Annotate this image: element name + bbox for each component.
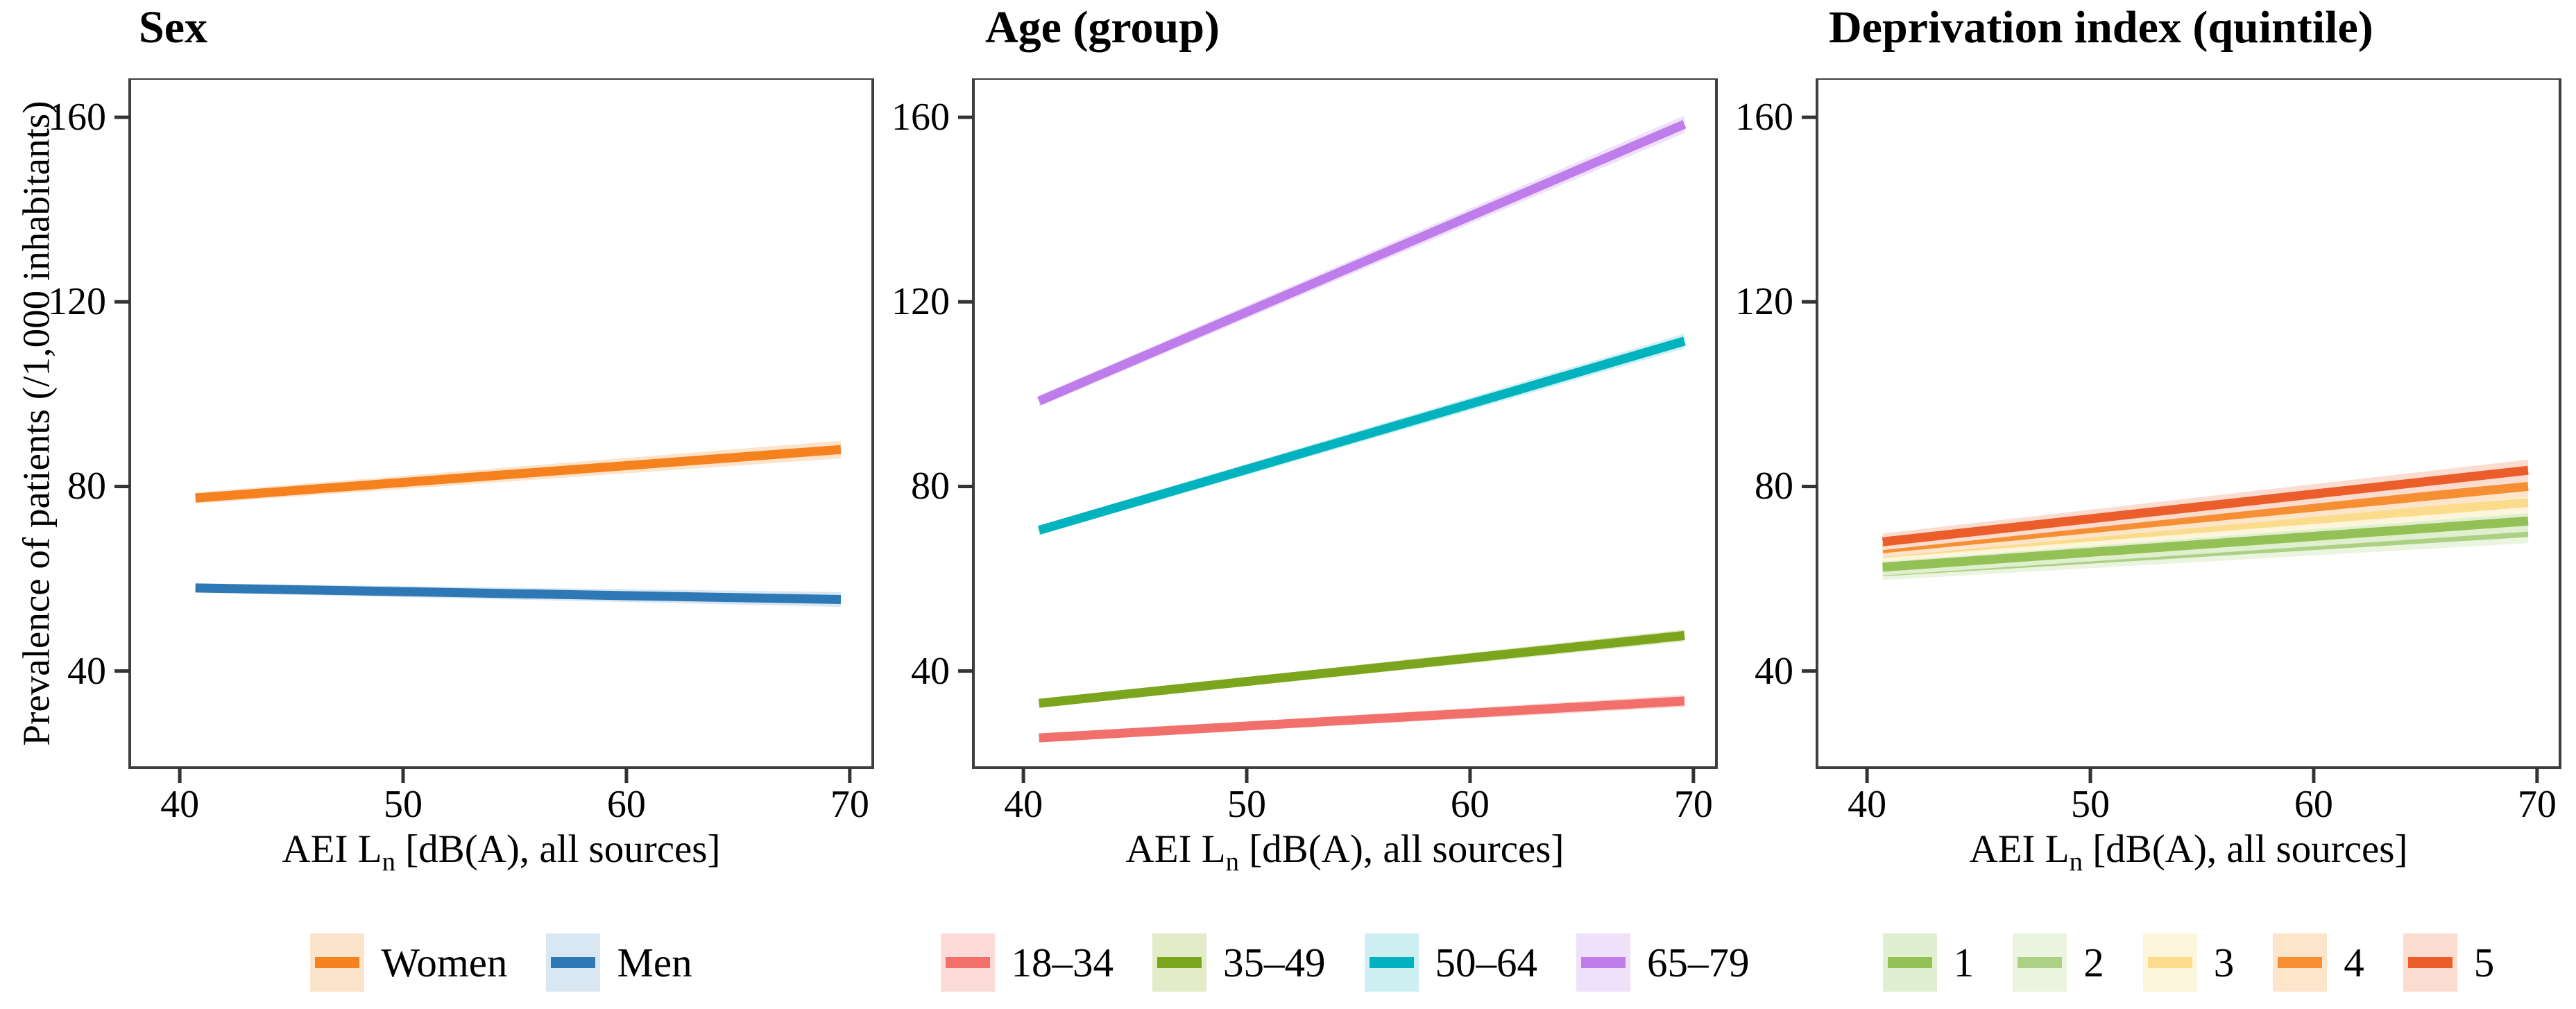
trend-line — [1037, 120, 1687, 406]
legend-label: 65–79 — [1647, 940, 1750, 985]
x-axis-label-prefix: AEI L — [1969, 827, 2070, 871]
legend-key-swatch — [310, 933, 365, 992]
x-tick-label: 50 — [1227, 783, 1267, 826]
legend-label: 5 — [2473, 940, 2495, 985]
legend-key-line — [2278, 957, 2323, 968]
legend-key-line — [1581, 957, 1626, 968]
legend-key-line — [945, 957, 990, 968]
y-tick-label: 120 — [1735, 280, 1793, 324]
legend-key-line — [2018, 957, 2063, 968]
legend: 18–34 35–49 50–64 65–79 — [940, 926, 1750, 999]
x-axis-label-subscript: n — [1225, 847, 1239, 877]
legend-label: 18–34 — [1011, 940, 1114, 985]
legend-key-swatch — [1364, 933, 1419, 992]
trend-line — [1038, 630, 1685, 708]
legend-key-line — [2147, 957, 2192, 968]
y-tick-label: 80 — [67, 465, 106, 508]
x-axis-label: AEI Ln [dB(A), all sources] — [1817, 827, 2560, 875]
panel-title: Deprivation index (quintile) — [1829, 2, 2373, 53]
x-tick-label: 40 — [1004, 783, 1043, 826]
y-tick-label: 40 — [1755, 649, 1793, 693]
legend-key-swatch — [1152, 933, 1206, 992]
panel-title: Sex — [139, 2, 207, 53]
y-tick-label: 40 — [67, 649, 106, 693]
x-axis-label-prefix: AEI L — [1125, 827, 1226, 871]
legend-label: 35–49 — [1223, 940, 1326, 985]
legend-label: Men — [617, 940, 692, 985]
legend-key-line — [1887, 957, 1932, 968]
plot-area — [114, 78, 874, 783]
x-tick-label: 40 — [160, 783, 200, 826]
legend-key-swatch — [546, 933, 601, 992]
y-tick-label: 40 — [911, 649, 950, 693]
legend-key-line — [551, 957, 596, 968]
trend-line — [195, 445, 842, 503]
legend-label: 3 — [2213, 940, 2235, 985]
legend-item: 1 — [1882, 933, 1974, 992]
legend-key-swatch — [2013, 933, 2067, 992]
legend-label: 2 — [2083, 940, 2104, 985]
y-tick-label: 160 — [1735, 96, 1793, 139]
trend-line — [1882, 465, 2529, 546]
trend-line — [195, 583, 842, 604]
plot-area — [1802, 78, 2561, 783]
legend-key-line — [315, 957, 360, 968]
x-axis-label-subscript: n — [382, 847, 395, 877]
legend-key-swatch — [940, 933, 995, 992]
x-axis-label-subscript: n — [2069, 847, 2083, 877]
x-tick-label: 70 — [1673, 783, 1713, 826]
legend-item: 18–34 — [940, 933, 1114, 992]
legend-item: 50–64 — [1364, 933, 1538, 992]
legend-key-swatch — [2273, 933, 2328, 992]
legend-key-line — [1369, 957, 1414, 968]
trend-line — [1882, 516, 2529, 572]
legend-item: Men — [546, 933, 692, 992]
x-tick-label: 60 — [606, 783, 646, 826]
legend-item: 2 — [2013, 933, 2104, 992]
plot-area — [958, 78, 1718, 783]
x-tick-label: 60 — [1450, 783, 1490, 826]
y-tick-label: 160 — [48, 96, 106, 139]
legend-item: 3 — [2142, 933, 2235, 992]
legend-label: 1 — [1953, 940, 1974, 985]
legend-key-line — [2407, 957, 2453, 968]
x-axis-label-suffix: [dB(A), all sources] — [1238, 827, 1564, 871]
legend-label: 4 — [2344, 940, 2364, 985]
y-tick-label: 120 — [892, 280, 950, 324]
legend-item: 35–49 — [1152, 933, 1326, 992]
x-tick-label: 70 — [2517, 783, 2557, 826]
legend-key-swatch — [1882, 933, 1937, 992]
x-axis-label: AEI Ln [dB(A), all sources] — [130, 827, 873, 875]
y-tick-label: 80 — [911, 465, 950, 508]
x-axis-label-prefix: AEI L — [282, 827, 382, 871]
y-tick-label: 80 — [1755, 465, 1793, 508]
x-axis-label-suffix: [dB(A), all sources] — [395, 827, 721, 871]
legend: 1 2 3 4 5 — [1817, 926, 2560, 999]
legend-item: Women — [310, 933, 507, 992]
legend-key-line — [1157, 957, 1202, 968]
legend-label: Women — [381, 940, 508, 985]
y-tick-label: 120 — [48, 280, 106, 324]
legend-item: 65–79 — [1576, 933, 1750, 992]
legend: Women Men — [130, 926, 873, 999]
legend-label: 50–64 — [1435, 940, 1538, 985]
x-axis-label: AEI Ln [dB(A), all sources] — [973, 827, 1716, 875]
legend-key-swatch — [2142, 933, 2197, 992]
trend-line — [1039, 696, 1685, 743]
panel-title: Age (group) — [985, 2, 1220, 53]
x-tick-label: 40 — [1848, 783, 1887, 826]
legend-item: 5 — [2403, 933, 2495, 992]
legend-key-swatch — [2403, 933, 2457, 992]
x-axis-label-suffix: [dB(A), all sources] — [2082, 827, 2408, 871]
legend-key-swatch — [1576, 933, 1630, 992]
x-tick-label: 50 — [384, 783, 423, 826]
legend-item: 4 — [2273, 933, 2364, 992]
trend-line — [1037, 336, 1686, 535]
x-tick-label: 70 — [830, 783, 869, 826]
x-tick-label: 60 — [2294, 783, 2333, 826]
x-tick-label: 50 — [2071, 783, 2110, 826]
y-tick-label: 160 — [892, 96, 950, 139]
